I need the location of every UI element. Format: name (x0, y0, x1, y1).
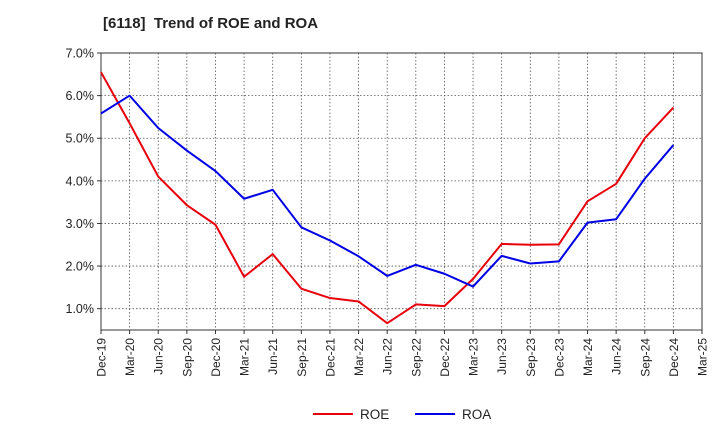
chart-title: [6118] Trend of ROE and ROA (103, 15, 319, 32)
x-tick-label: Dec-20 (209, 338, 223, 377)
y-tick-label: 7.0% (66, 47, 95, 61)
y-tick-label: 4.0% (66, 174, 95, 188)
x-tick-label: Jun-24 (610, 338, 624, 375)
y-tick-label: 1.0% (66, 302, 95, 316)
x-tick-label: Sep-21 (295, 338, 309, 377)
x-tick-label: Mar-23 (467, 338, 481, 376)
x-tick-label: Sep-23 (524, 338, 538, 377)
series-layer (100, 71, 675, 325)
series-line-roa (100, 94, 675, 288)
legend: ROE ROA (313, 407, 491, 422)
x-tick-label: Jun-22 (381, 338, 395, 375)
axis-layer: 1.0% 2.0% 3.0% 4.0% 5.0% 6.0% 7.0% Dec-19 Mar-20… (66, 47, 710, 377)
x-tick-label: Mar-24 (581, 338, 595, 376)
series-line-roe (100, 71, 675, 325)
x-tick-label: Jun-21 (266, 338, 280, 375)
x-tick-label: Sep-22 (409, 338, 423, 377)
x-tick-label: Sep-20 (180, 338, 194, 377)
y-tick-label: 2.0% (66, 260, 95, 274)
plot-frame (100, 52, 703, 331)
x-tick-label: Mar-20 (123, 338, 137, 376)
x-tick-label: Jun-20 (152, 338, 166, 375)
x-tick-label: Dec-23 (552, 338, 566, 377)
x-tick-label: Jun-23 (495, 338, 509, 375)
x-tick-label: Dec-19 (95, 338, 109, 377)
x-tick-label: Dec-21 (323, 338, 337, 377)
x-tick-label: Mar-25 (696, 338, 710, 376)
legend-label-roe: ROE (360, 407, 389, 422)
x-tick-label: Dec-24 (667, 338, 681, 377)
y-tick-label: 6.0% (66, 89, 95, 103)
grid-layer (101, 53, 702, 330)
y-tick-label: 3.0% (66, 217, 95, 231)
x-tick-label: Mar-22 (352, 338, 366, 376)
x-tick-label: Mar-21 (238, 338, 252, 376)
legend-label-roa: ROA (462, 407, 491, 422)
x-tick-label: Dec-22 (438, 338, 452, 377)
x-tick-label: Sep-24 (638, 338, 652, 377)
y-tick-label: 5.0% (66, 132, 95, 146)
